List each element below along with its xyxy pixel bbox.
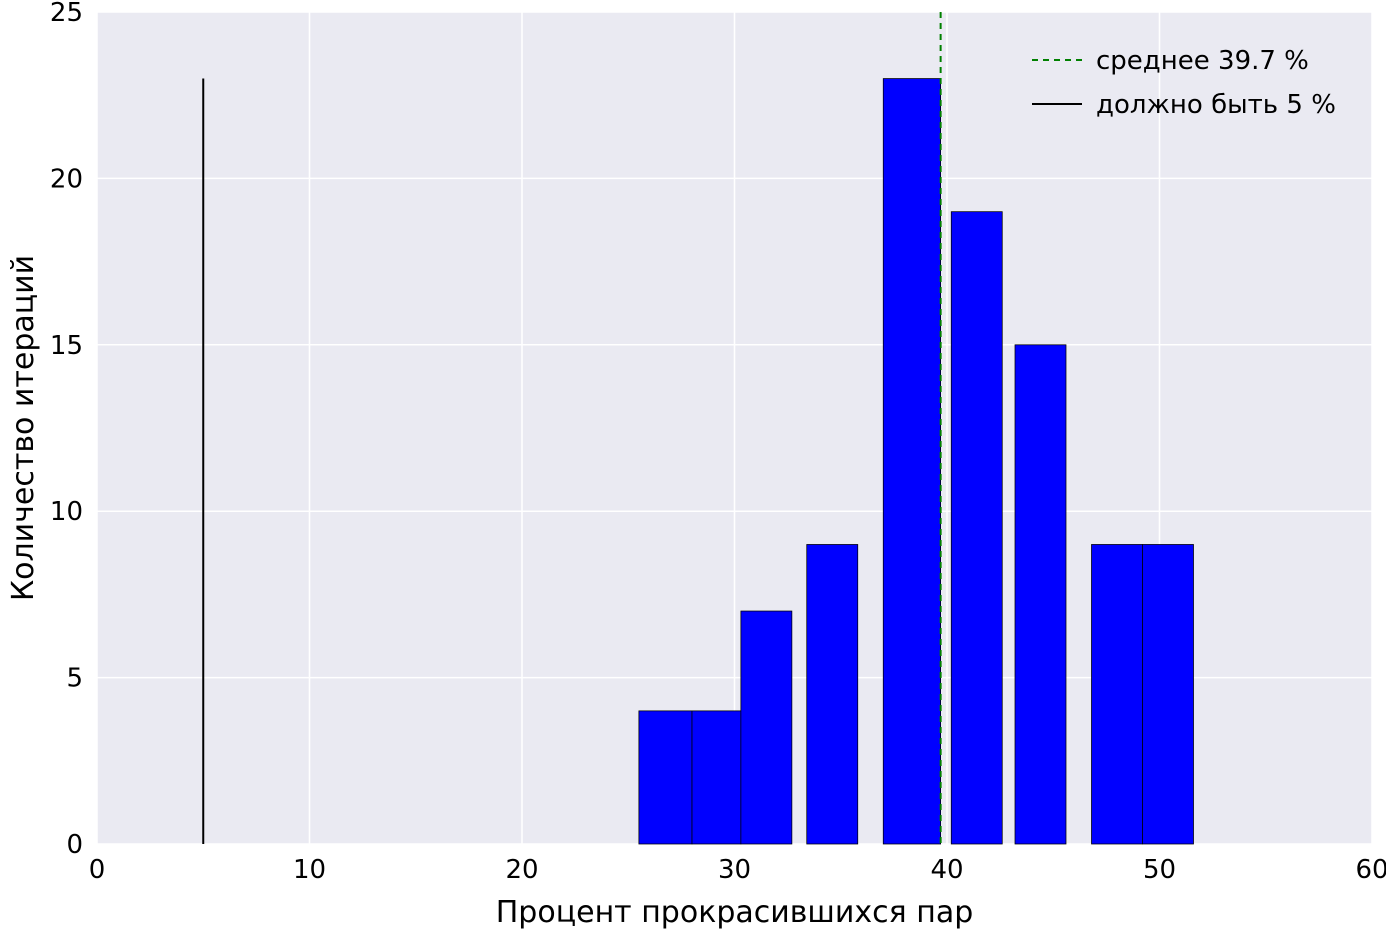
x-tick-label: 20 <box>505 855 538 885</box>
histogram-bar <box>639 711 692 844</box>
y-tick-label: 15 <box>50 331 83 361</box>
y-tick-label: 25 <box>50 0 83 28</box>
histogram-bar <box>692 711 741 844</box>
histogram-bar <box>807 544 858 844</box>
legend-label: среднее 39.7 % <box>1096 46 1309 76</box>
histogram-bar <box>951 212 1002 844</box>
histogram-bar <box>883 79 940 844</box>
x-tick-label: 0 <box>89 855 106 885</box>
legend-label: должно быть 5 % <box>1096 90 1336 120</box>
y-tick-label: 20 <box>50 164 83 194</box>
y-tick-label: 0 <box>66 830 83 860</box>
x-tick-label: 50 <box>1143 855 1176 885</box>
y-tick-label: 10 <box>50 497 83 527</box>
histogram-bar <box>741 611 792 844</box>
x-tick-label: 40 <box>930 855 963 885</box>
y-tick-label: 5 <box>66 664 83 694</box>
x-tick-label: 30 <box>718 855 751 885</box>
y-axis-label: Количество итераций <box>6 255 41 601</box>
x-tick-label: 60 <box>1355 855 1386 885</box>
histogram-bar <box>1092 544 1143 844</box>
histogram-chart: 0 10 20 30 40 50 60 0 5 10 15 20 25 Процент прокрасив… <box>0 0 1386 936</box>
x-axis-label: Процент прокрасившихся пар <box>496 895 974 930</box>
chart-container: 0 10 20 30 40 50 60 0 5 10 15 20 25 Процент прокрасив… <box>0 0 1386 936</box>
x-tick-label: 10 <box>293 855 326 885</box>
histogram-bar <box>1143 544 1194 844</box>
histogram-bar <box>1015 345 1066 844</box>
